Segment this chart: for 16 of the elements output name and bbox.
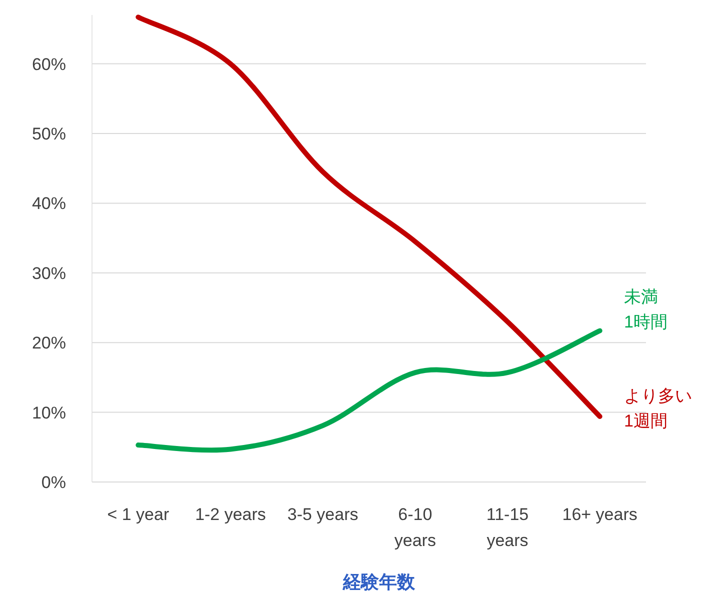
y-tick-label: 40% xyxy=(32,194,66,214)
y-tick-label: 60% xyxy=(32,54,66,74)
x-axis-title: 経験年数 xyxy=(342,572,416,592)
x-tick-label: 3-5 years xyxy=(287,505,358,524)
x-tick-label: 1-2 years xyxy=(195,505,266,524)
y-tick-label: 50% xyxy=(32,124,66,144)
y-tick-label: 20% xyxy=(32,334,66,353)
x-tick-label: 11-15 years xyxy=(486,505,529,550)
y-tick-label: 0% xyxy=(41,473,66,492)
y-tick-label: 10% xyxy=(32,403,66,422)
x-tick-label: 6-10 years xyxy=(394,505,436,550)
y-tick-label: 30% xyxy=(32,264,66,283)
series-label: より多い 1週間 xyxy=(624,386,692,430)
x-tick-label: < 1 year xyxy=(107,505,170,524)
series-label: 未満 1時間 xyxy=(624,288,668,332)
x-tick-label: 16+ years xyxy=(562,505,638,524)
